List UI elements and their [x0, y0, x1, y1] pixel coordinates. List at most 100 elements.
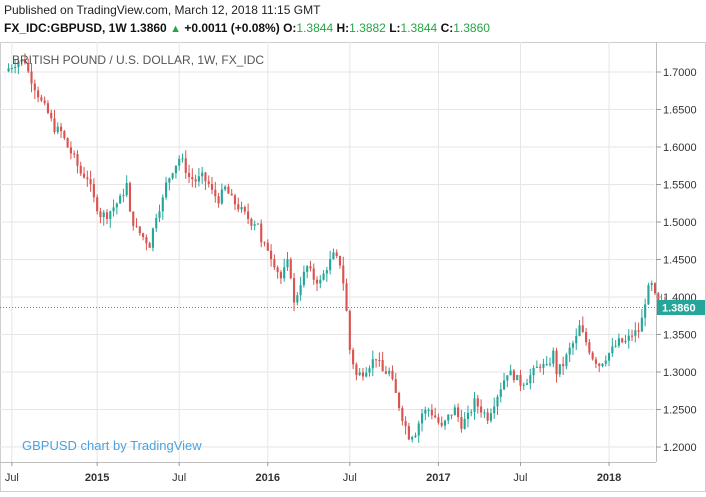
candle-body: [214, 189, 217, 197]
candle-body: [411, 437, 414, 440]
candle-down: [207, 175, 210, 188]
candle-down: [440, 416, 443, 428]
candle-body: [7, 68, 10, 72]
candle-body: [404, 420, 407, 427]
candle-body: [516, 375, 519, 381]
candle-body: [302, 271, 305, 286]
candle-body: [46, 103, 50, 113]
candle-body: [532, 367, 535, 376]
candle-body: [502, 380, 506, 390]
candle-up: [165, 176, 168, 200]
candle-body: [644, 304, 647, 318]
symbol-label: FX_IDC:GBPUSD, 1W: [4, 21, 127, 35]
candle-body: [220, 189, 223, 204]
quote-line: FX_IDC:GBPUSD, 1W 1.3860 ▲ +0.0011 (+0.0…: [4, 21, 490, 35]
candle-down: [598, 362, 601, 373]
candle-body: [591, 352, 594, 360]
candle-up: [7, 63, 10, 73]
candle-down: [512, 368, 515, 383]
price-change: +0.0011 (+0.08%): [184, 21, 280, 35]
candle-up: [532, 365, 535, 384]
candle-down: [342, 256, 345, 291]
candle-body: [555, 350, 558, 375]
candle-body: [417, 423, 420, 436]
candle-body: [322, 273, 325, 280]
candle-down: [519, 369, 522, 392]
candle-body: [440, 422, 443, 426]
candle-up: [604, 355, 607, 367]
candle-body: [381, 360, 384, 372]
candle-down: [105, 209, 109, 225]
candle-down: [53, 109, 56, 135]
candle-up: [201, 166, 204, 184]
candle-up: [10, 64, 13, 73]
candle-up: [56, 122, 59, 135]
candle-down: [82, 167, 86, 179]
candle-up: [453, 404, 456, 416]
candle-down: [142, 232, 145, 241]
candle-up: [509, 364, 512, 376]
time-tick-label: 2016: [256, 472, 280, 484]
candle-down: [217, 192, 220, 208]
candle-body: [59, 126, 63, 132]
candle-body: [624, 340, 627, 343]
candle-up: [109, 210, 112, 228]
candle-up: [516, 374, 519, 381]
candle-up: [568, 342, 571, 362]
candle-body: [424, 409, 427, 414]
candle-down: [345, 278, 348, 312]
candle-body: [20, 59, 23, 62]
candle-body: [552, 350, 555, 364]
candle-body: [187, 172, 191, 178]
time-tick-label: Jul: [343, 472, 357, 484]
candle-down: [591, 351, 594, 361]
candle-up: [155, 213, 158, 233]
candle-body: [99, 211, 102, 218]
candle-body: [476, 398, 479, 407]
candle-down: [434, 407, 437, 419]
candle-down: [585, 327, 588, 346]
candle-down: [361, 368, 365, 381]
candle-body: [558, 364, 561, 375]
candle-body: [463, 418, 466, 429]
candle-body: [493, 406, 496, 414]
candle-body: [522, 384, 525, 386]
candle-body: [292, 278, 296, 303]
candle-down: [279, 270, 282, 284]
time-axis[interactable]: Jul 2015 Jul 2016 Jul 2017 Jul 2018: [5, 462, 621, 484]
candle-body: [89, 179, 92, 185]
price-chart[interactable]: 1.20001.25001.30001.35001.40001.45001.50…: [0, 42, 706, 492]
candle-down: [312, 263, 315, 285]
price-tick-label: 1.5500: [663, 180, 697, 192]
candle-body: [578, 325, 581, 336]
candle-body: [86, 177, 89, 180]
candle-body: [525, 383, 529, 385]
low-label: L:: [389, 21, 401, 35]
candle-down: [76, 150, 79, 174]
candle-body: [247, 211, 250, 219]
candle-up: [283, 258, 286, 282]
chart-frame[interactable]: 1.2000 1.2500 1.3000 1.3500 1.4000 1.4500 1.50…: [0, 42, 706, 492]
candle-down: [276, 265, 279, 279]
candle-down: [86, 170, 89, 187]
candle-down: [486, 408, 489, 425]
candle-body: [312, 268, 315, 280]
time-tick-label: Jul: [513, 472, 527, 484]
candle-body: [365, 372, 368, 377]
candle-up: [319, 275, 322, 289]
candle-body: [443, 420, 447, 426]
candle-up: [17, 58, 20, 75]
candle-body: [335, 252, 338, 257]
candle-up: [466, 405, 470, 428]
candle-up: [463, 412, 466, 430]
candle-up: [119, 193, 122, 204]
candle-up: [368, 365, 371, 377]
candle-body: [165, 182, 168, 198]
candle-body: [174, 165, 177, 174]
candle-body: [604, 360, 607, 364]
candle-down: [630, 329, 634, 341]
candle-down: [391, 365, 394, 381]
candle-body: [73, 153, 76, 155]
candle-body: [434, 415, 437, 418]
candle-body: [539, 366, 542, 368]
